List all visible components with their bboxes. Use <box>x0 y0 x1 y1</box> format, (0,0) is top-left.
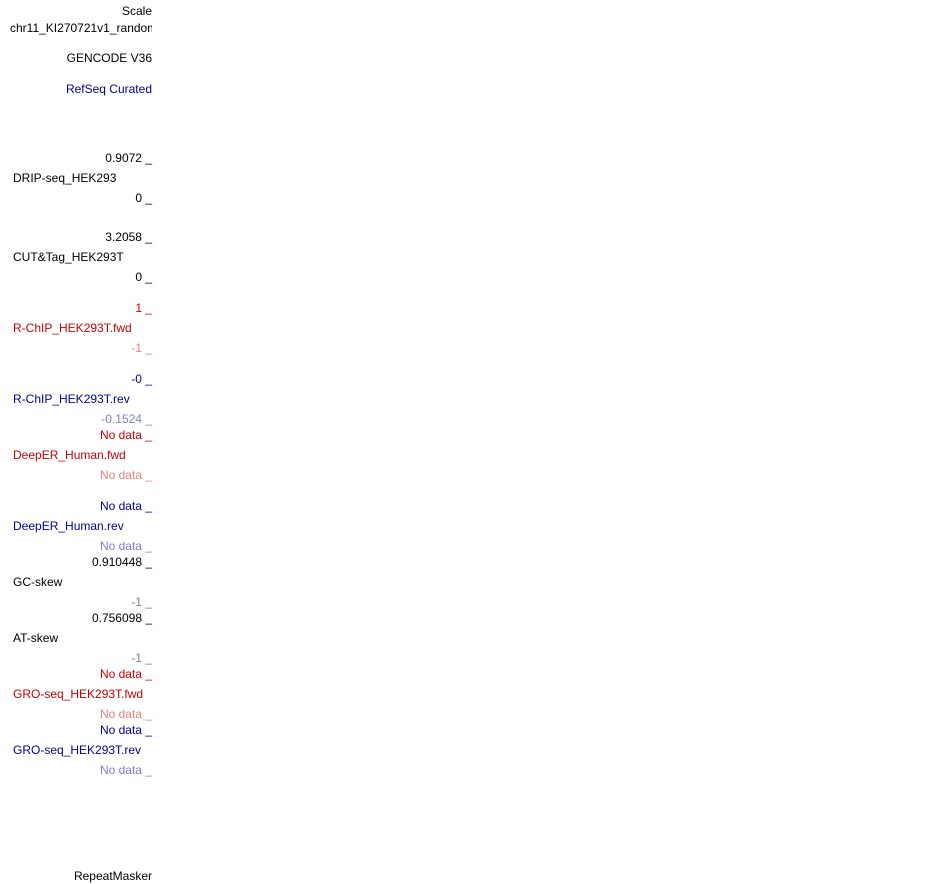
scale-label: Scale <box>121 4 152 18</box>
gcskew-min-value: -1 _ <box>131 595 152 609</box>
chrom-position-label: chr11_KI270721v1_random: <box>10 21 152 35</box>
track-repeatmasker[interactable]: RepeatMasker <box>73 869 152 883</box>
gro-rev-max-value: No data _ <box>99 723 152 737</box>
deeper-rev-max-value: No data _ <box>99 499 152 513</box>
atskew-min-value: -1 _ <box>131 651 152 665</box>
atskew-max-value: 0.756098 _ <box>91 611 152 625</box>
track-refseq[interactable]: RefSeq Curated <box>65 82 152 96</box>
track-rchip-fwd[interactable]: R-ChIP_HEK293T.fwd <box>13 321 132 335</box>
rchip-rev-max-value: -0 _ <box>131 372 152 386</box>
track-drip-seq[interactable]: DRIP-seq_HEK293 <box>13 171 117 185</box>
deeper-rev-min-value: No data _ <box>99 539 152 553</box>
drip-max-value: 0.9072 _ <box>105 151 152 165</box>
track-deeper-rev[interactable]: DeepER_Human.rev <box>13 519 124 533</box>
track-gc-skew[interactable]: GC-skew <box>13 575 63 589</box>
gro-fwd-max-value: No data _ <box>99 667 152 681</box>
rchip-rev-min-value: -0.1524 _ <box>101 412 152 426</box>
gro-fwd-min-value: No data _ <box>99 707 152 721</box>
track-rchip-rev[interactable]: R-ChIP_HEK293T.rev <box>13 392 130 406</box>
rchip-fwd-max-value: 1 _ <box>135 301 152 315</box>
track-gencode[interactable]: GENCODE V36 <box>66 51 152 65</box>
gro-rev-min-value: No data _ <box>99 763 152 777</box>
cuttag-max-value: 3.2058 _ <box>105 230 152 244</box>
rchip-fwd-min-value: -1 _ <box>131 341 152 355</box>
track-deeper-fwd[interactable]: DeepER_Human.fwd <box>13 448 126 462</box>
drip-min-value: 0 _ <box>135 191 152 205</box>
gcskew-max-value: 0.910448 _ <box>91 555 152 569</box>
track-gro-seq-fwd[interactable]: GRO-seq_HEK293T.fwd <box>13 687 144 701</box>
track-at-skew[interactable]: AT-skew <box>13 631 59 645</box>
deeper-fwd-max-value: No data _ <box>99 428 152 442</box>
deeper-fwd-min-value: No data _ <box>99 468 152 482</box>
track-cut-tag[interactable]: CUT&Tag_HEK293T <box>13 250 124 264</box>
track-gro-seq-rev[interactable]: GRO-seq_HEK293T.rev <box>13 743 142 757</box>
cuttag-min-value: 0 _ <box>135 270 152 284</box>
